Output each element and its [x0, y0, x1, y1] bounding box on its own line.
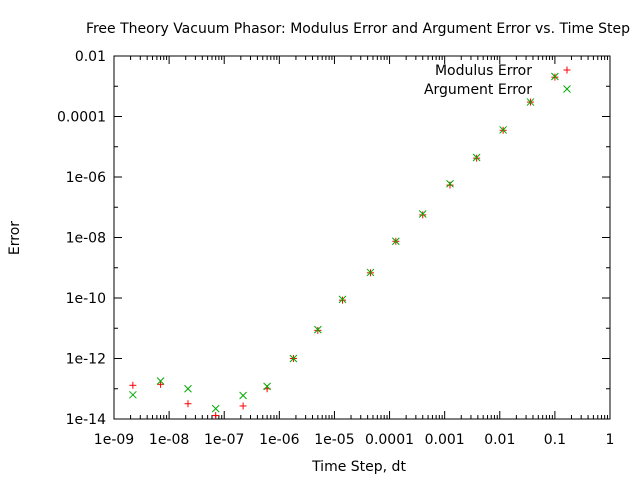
argument-error-point: [239, 391, 247, 400]
y-tick-label: 1e-10: [66, 291, 106, 307]
x-tick-label: 1e-05: [314, 432, 354, 448]
legend: Modulus Error Argument Error: [424, 63, 571, 98]
chart-title: Free Theory Vacuum Phasor: Modulus Error…: [86, 21, 630, 37]
x-tick-label: 0.01: [484, 432, 515, 448]
argument-error-point: [472, 153, 481, 162]
y-tick-label: 0.0001: [57, 110, 106, 126]
argument-error-point: [156, 377, 165, 385]
x-tick-label: 1: [606, 432, 615, 448]
argument-error-point: [366, 268, 375, 277]
x-tick-label: 1e-08: [149, 432, 189, 448]
data-points: [129, 72, 559, 420]
x-tick-label: 0.0001: [365, 432, 414, 448]
y-tick-label: 1e-06: [66, 170, 106, 186]
plot-area-frame: [113, 55, 611, 420]
y-tick-label: 1e-14: [66, 412, 106, 428]
y-tick-label: 1e-12: [66, 352, 106, 368]
modulus-error-point: [446, 181, 454, 189]
legend-label: Modulus Error: [435, 63, 532, 79]
legend-label: Argument Error: [424, 82, 532, 98]
argument-error-point: [551, 72, 559, 81]
argument-error-point: [289, 354, 298, 363]
argument-error-point: [211, 404, 220, 413]
modulus-error-point: [184, 400, 192, 408]
argument-error-point: [446, 179, 454, 188]
argument-error-point: [499, 126, 507, 134]
argument-error-point: [338, 295, 347, 304]
legend-marker: [563, 85, 571, 93]
y-tick-label: 0.01: [75, 49, 106, 65]
legend-marker: [563, 66, 571, 74]
x-tick-label: 0.1: [544, 432, 566, 448]
x-axis-label: Time Step, dt: [311, 459, 406, 475]
argument-error-point: [391, 237, 400, 246]
modulus-error-point: [212, 412, 220, 420]
x-tick-label: 1e-09: [94, 432, 134, 448]
x-tick-label: 0.001: [425, 432, 465, 448]
modulus-error-point: [338, 296, 346, 304]
argument-error-point: [418, 210, 427, 218]
modulus-error-point: [157, 380, 165, 388]
modulus-error-point: [419, 211, 427, 219]
y-tick-label: 1e-08: [66, 231, 106, 247]
argument-error-point: [314, 325, 322, 334]
argument-error-point: [526, 98, 535, 106]
argument-error-point: [184, 384, 192, 393]
argument-error-point: [263, 382, 271, 391]
argument-error-point: [129, 390, 137, 399]
axis-ticks: 1e-09 1e-08 1e-07 1e-06 1e-05 0.0001 0.001 0.01…: [57, 49, 614, 448]
modulus-error-point: [239, 402, 247, 410]
x-tick-label: 1e-07: [204, 432, 244, 448]
x-tick-label: 1e-06: [259, 432, 299, 448]
modulus-error-point: [314, 326, 322, 334]
modulus-error-point: [129, 381, 137, 389]
y-axis-label: Error: [7, 221, 23, 255]
